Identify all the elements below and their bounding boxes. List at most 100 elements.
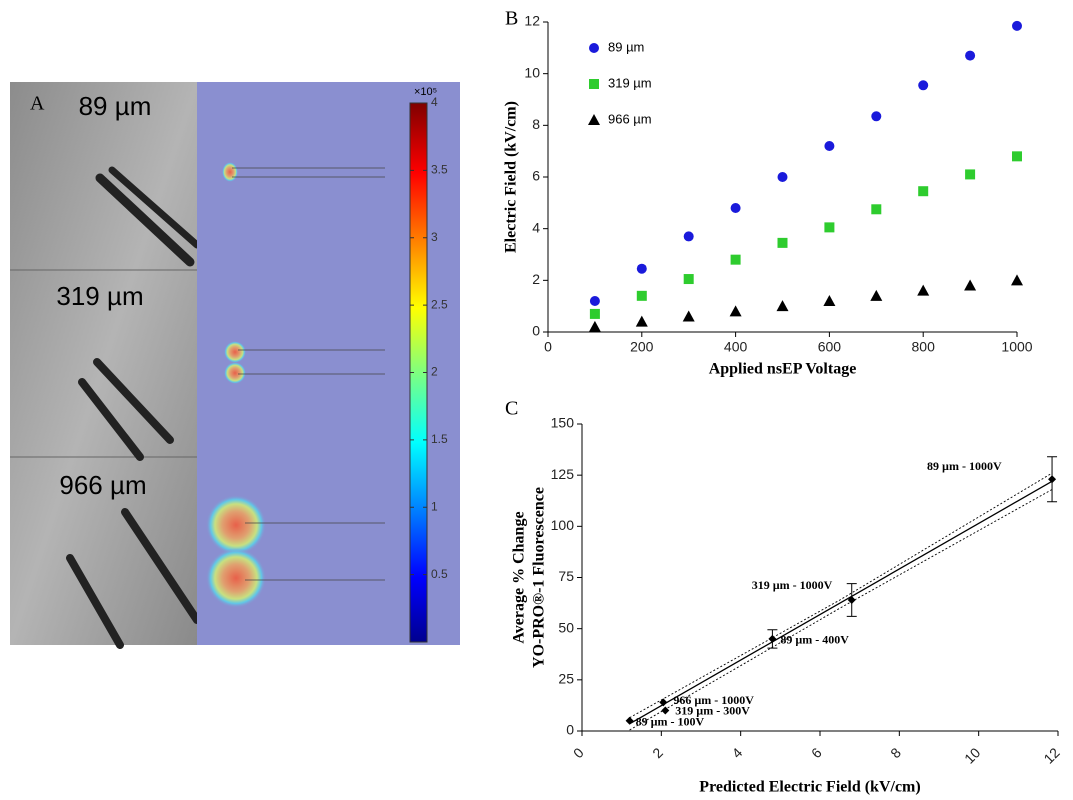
field-hotspot	[206, 495, 266, 555]
y-tick-label: 4	[532, 219, 540, 235]
point	[636, 290, 647, 301]
point	[659, 698, 668, 707]
colorbar-tick-label: 0.5	[431, 567, 448, 581]
y-tick-label: 8	[532, 116, 540, 132]
field-hotspot	[206, 548, 266, 608]
point	[682, 310, 695, 322]
colorbar-tick-label: 3.5	[431, 163, 448, 177]
y-tick-label: 0	[532, 323, 540, 339]
field-hotspot	[224, 341, 246, 363]
point	[824, 141, 835, 151]
legend-label: 966 µm	[608, 111, 652, 126]
y-tick-label: 6	[532, 168, 540, 184]
point	[589, 296, 600, 306]
point	[776, 300, 789, 312]
point	[824, 222, 835, 233]
point-label: 89 µm - 100V	[636, 715, 705, 729]
colorbar-tick-label: 3	[431, 230, 438, 244]
y-tick-label: 50	[558, 619, 574, 635]
electrodes	[66, 166, 201, 649]
x-tick-label: 2	[649, 744, 666, 761]
point	[847, 596, 856, 605]
point	[871, 111, 882, 122]
colorbar-tick-label: 2	[431, 365, 438, 379]
legend-label: 319 µm	[608, 75, 652, 90]
x-tick-label: 1000	[1001, 339, 1032, 355]
x-tick-label: 200	[630, 339, 654, 355]
point	[636, 263, 647, 274]
panel-label: C	[505, 398, 518, 420]
point-label: 89 µm - 1000V	[927, 459, 1002, 473]
colorbar-exponent: ×10⁵	[414, 86, 437, 98]
point	[777, 237, 788, 248]
y-tick-label: 10	[524, 64, 540, 80]
colorbar-tick-label: 4	[431, 95, 438, 109]
x-tick-label: 12	[1040, 744, 1062, 766]
y-tick-label: 0	[566, 722, 574, 738]
confidence-band	[629, 489, 1053, 731]
point-label: 89 µm - 400V	[780, 633, 849, 647]
legend-marker	[589, 79, 599, 89]
point	[917, 284, 930, 296]
point	[823, 295, 836, 306]
point	[635, 315, 648, 327]
y-tick-label: 150	[551, 415, 575, 431]
point	[1012, 20, 1022, 31]
y-tick-label: 12	[524, 13, 540, 29]
x-tick-label: 10	[961, 744, 983, 766]
point-label: 966 µm - 1000V	[673, 693, 754, 707]
y-tick-label: 2	[532, 271, 540, 287]
panel-label: B	[505, 8, 518, 30]
image-label: 966 µm	[59, 470, 146, 500]
point	[1011, 274, 1023, 286]
y-tick-label: 125	[551, 466, 575, 482]
point-label: 319 µm - 1000V	[752, 578, 833, 592]
point	[918, 80, 929, 91]
y-axis-title: Average % Change	[511, 511, 528, 643]
point	[964, 279, 977, 291]
y-axis-title: Electric Field (kV/cm)	[503, 101, 520, 253]
electrode-outlines	[232, 167, 385, 581]
point	[965, 50, 976, 61]
x-tick-label: 0	[544, 339, 552, 355]
legend-marker	[588, 114, 600, 125]
y-tick-label: 25	[558, 671, 574, 687]
point	[918, 186, 929, 197]
x-tick-label: 4	[729, 744, 746, 761]
point	[871, 204, 882, 215]
x-tick-label: 0	[570, 744, 587, 761]
field-hotspot	[222, 162, 238, 182]
x-tick-label: 800	[912, 339, 936, 355]
x-tick-label: 400	[724, 339, 748, 355]
point	[730, 203, 741, 213]
colorbar-tick-label: 2.5	[431, 297, 448, 311]
x-axis-title: Predicted Electric Field (kV/cm)	[699, 779, 920, 796]
point	[777, 172, 788, 182]
point-label: 319 µm - 300V	[675, 703, 750, 717]
x-tick-label: 8	[887, 744, 904, 761]
point	[1012, 151, 1022, 162]
colorbar-tick-label: 1.5	[431, 432, 448, 446]
point	[729, 305, 742, 317]
confidence-band	[629, 472, 1053, 719]
x-tick-label: 600	[818, 339, 842, 355]
point	[768, 634, 777, 643]
legend-marker	[589, 43, 599, 53]
point	[625, 716, 634, 725]
point	[730, 254, 741, 265]
x-axis-title: Applied nsEP Voltage	[709, 361, 857, 378]
panel-label: A	[30, 93, 45, 115]
image-label: 319 µm	[56, 281, 143, 311]
y-axis-title: YO-PRO®-1 Fluorescence	[531, 487, 548, 668]
point	[589, 308, 600, 319]
point	[870, 289, 883, 301]
point	[588, 320, 601, 332]
fit-line	[629, 480, 1053, 725]
image-label: 89 µm	[79, 91, 152, 121]
panel-a: A 89 µm 319 µm 966 µm ×10⁵	[10, 82, 460, 649]
point	[683, 274, 694, 285]
y-tick-label: 100	[551, 517, 575, 533]
y-tick-label: 75	[558, 568, 574, 584]
point	[683, 231, 694, 242]
